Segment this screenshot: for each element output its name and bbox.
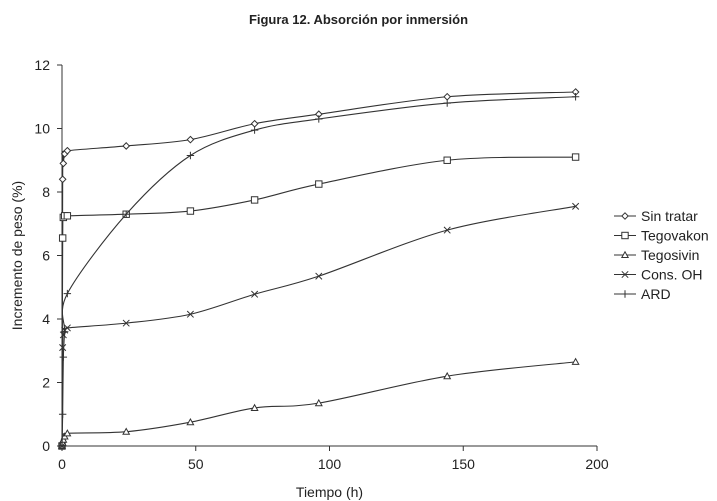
series-0 — [58, 88, 580, 450]
data-point — [443, 226, 451, 234]
legend-item: Cons. OH — [614, 267, 702, 283]
legend-marker — [621, 270, 629, 279]
legend-marker — [621, 212, 629, 220]
data-point — [443, 156, 451, 164]
y-tick-label: 12 — [34, 57, 50, 73]
legend: Sin tratar Tegovakon Tegosivin Cons. OH ARD — [608, 206, 717, 308]
legend-label: Sin tratar — [641, 208, 698, 224]
data-point — [315, 180, 323, 188]
legend-item: Sin tratar — [614, 208, 698, 224]
y-tick-label: 10 — [34, 121, 50, 137]
data-point — [58, 175, 67, 184]
data-point — [59, 353, 68, 361]
data-point — [186, 135, 195, 144]
series-line — [61, 91, 576, 447]
data-point — [250, 126, 259, 134]
data-point — [571, 357, 580, 365]
y-tick-label: 4 — [42, 311, 50, 327]
chart-title: Figura 12. Absorción por inmersión — [248, 12, 469, 27]
series-layer — [57, 88, 580, 450]
data-point — [58, 234, 67, 242]
data-point — [59, 344, 67, 352]
x-tick-label: 100 — [318, 456, 342, 472]
series-line — [61, 205, 576, 447]
data-point — [63, 146, 72, 155]
x-tick-label: 200 — [585, 456, 609, 472]
data-point — [315, 115, 323, 123]
y-tick-label: 6 — [42, 248, 50, 264]
data-point — [250, 119, 259, 128]
data-point — [250, 403, 259, 411]
legend-marker — [620, 250, 630, 259]
data-point — [315, 272, 323, 280]
data-point — [443, 99, 451, 107]
data-point — [59, 159, 68, 168]
series-2 — [57, 357, 580, 450]
y-tick-label: 2 — [42, 375, 50, 391]
data-point — [63, 212, 72, 220]
data-point — [63, 429, 72, 437]
data-point — [572, 202, 580, 210]
series-3 — [58, 202, 580, 450]
data-point — [186, 310, 194, 318]
legend-label: Cons. OH — [641, 267, 702, 283]
legend-label: Tegosivin — [641, 247, 699, 263]
data-point — [250, 196, 259, 204]
data-point — [122, 427, 131, 435]
x-axis-label: Tiempo (h) — [296, 484, 363, 500]
data-point — [251, 290, 259, 298]
data-point — [443, 371, 452, 380]
x-tick-label: 50 — [188, 456, 204, 472]
series-line — [61, 156, 576, 447]
series-line — [61, 96, 576, 447]
data-point — [571, 93, 580, 101]
data-point — [60, 328, 69, 336]
y-tick-label: 0 — [42, 438, 50, 454]
data-point — [58, 442, 66, 450]
legend-item: Tegosivin — [614, 247, 699, 263]
y-axis-label: Incremento de peso (%) — [9, 181, 25, 330]
legend-label: ARD — [641, 286, 671, 302]
legend-item: Tegovakon — [614, 228, 709, 244]
x-tick-label: 150 — [452, 456, 476, 472]
legend-item: ARD — [614, 286, 671, 302]
data-point — [63, 289, 72, 298]
series-4 — [58, 93, 580, 450]
legend-label: Tegovakon — [641, 228, 709, 244]
data-point — [571, 153, 580, 161]
data-point — [58, 410, 67, 418]
data-point — [122, 319, 130, 327]
x-tick-label: 0 — [58, 456, 66, 472]
legend-marker — [621, 231, 629, 240]
series-1 — [58, 153, 580, 450]
data-point — [314, 398, 323, 407]
data-point — [59, 331, 67, 339]
data-point — [122, 142, 131, 150]
data-point — [186, 417, 195, 426]
data-point — [186, 207, 195, 215]
legend-marker — [621, 290, 629, 298]
axes: 0 2 4 6 8 10 12 0 50 100 150 200 Tiempo (h) Increment… — [9, 57, 609, 500]
data-point — [443, 92, 452, 101]
data-point — [186, 151, 195, 160]
y-tick-label: 8 — [42, 184, 50, 200]
data-point — [122, 210, 130, 218]
